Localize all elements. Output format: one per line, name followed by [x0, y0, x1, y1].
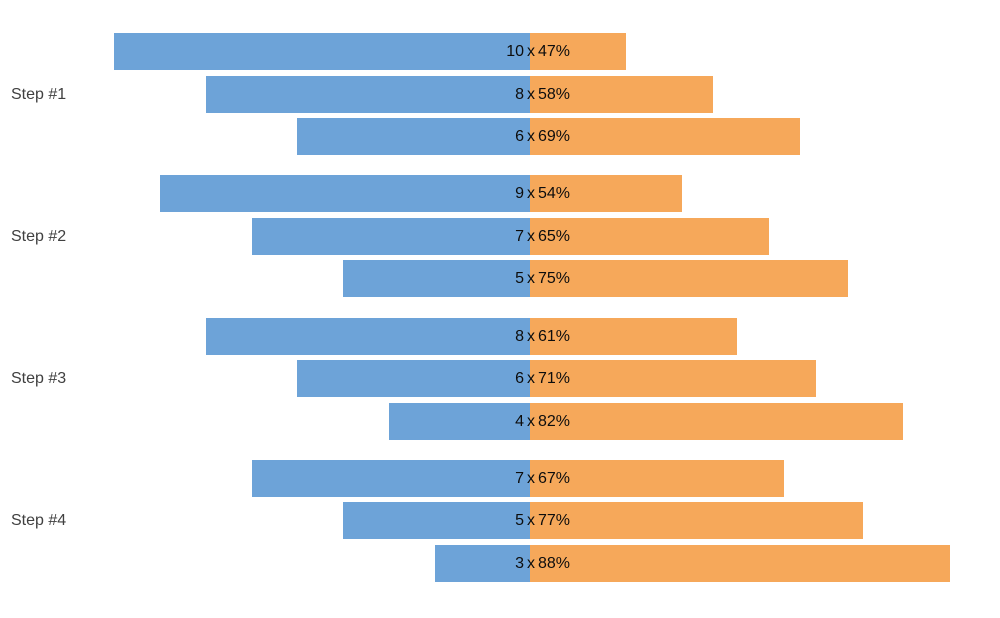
- bar-label-percent: 77%: [538, 512, 571, 529]
- count-bar-segment: [435, 545, 530, 582]
- bar-label-count: 6: [515, 370, 524, 387]
- bar-label-separator: x: [527, 413, 535, 430]
- bar-label-count: 8: [515, 328, 524, 345]
- bar-label-percent: 54%: [538, 185, 571, 202]
- bar-label-count: 6: [515, 128, 524, 145]
- percent-bar-segment: [530, 260, 848, 297]
- bar-label-separator: x: [527, 86, 535, 103]
- bar-label-separator: x: [527, 128, 535, 145]
- bar-label-percent: 65%: [538, 228, 571, 245]
- bar-label-percent: 75%: [538, 270, 571, 287]
- percent-bar-segment: [530, 318, 737, 355]
- bar-label-percent: 69%: [538, 128, 571, 145]
- bar-label-count: 5: [515, 270, 524, 287]
- percent-bar-segment: [530, 118, 800, 155]
- group-label: Step #3: [11, 370, 67, 387]
- bar-label-separator: x: [527, 185, 535, 202]
- bar-label-count: 4: [515, 413, 524, 430]
- count-bar-segment: [297, 118, 530, 155]
- count-bar-segment: [160, 175, 530, 212]
- bar-label-count: 3: [515, 555, 524, 572]
- bar-label-count: 7: [515, 228, 524, 245]
- count-bar-segment: [389, 403, 530, 440]
- percent-bar-segment: [530, 403, 903, 440]
- percent-bar-segment: [530, 175, 682, 212]
- bar-label-percent: 61%: [538, 328, 571, 345]
- bar-label-separator: x: [527, 470, 535, 487]
- bar-label-count: 5: [515, 512, 524, 529]
- count-bar-segment: [252, 460, 530, 497]
- percent-bar-segment: [530, 545, 950, 582]
- bar-label-separator: x: [527, 228, 535, 245]
- count-bar-segment: [252, 218, 530, 255]
- bar-label-count: 9: [515, 185, 524, 202]
- bar-label-separator: x: [527, 270, 535, 287]
- percent-bar-segment: [530, 502, 863, 539]
- percent-bar-segment: [530, 460, 784, 497]
- count-bar-segment: [206, 318, 530, 355]
- group-label: Step #4: [11, 512, 67, 529]
- bar-label-percent: 58%: [538, 86, 571, 103]
- bar-label-percent: 71%: [538, 370, 571, 387]
- bar-label-separator: x: [527, 555, 535, 572]
- count-bar-segment: [343, 502, 530, 539]
- group-label: Step #2: [11, 228, 67, 245]
- bar-label-percent: 82%: [538, 413, 571, 430]
- bar-label-separator: x: [527, 328, 535, 345]
- count-bar-segment: [206, 76, 530, 113]
- bar-label-percent: 47%: [538, 43, 571, 60]
- percent-bar-segment: [530, 76, 713, 113]
- percent-bar-segment: [530, 218, 769, 255]
- bar-label-separator: x: [527, 43, 535, 60]
- bar-label-count: 7: [515, 470, 524, 487]
- count-bar-segment: [297, 360, 530, 397]
- percent-bar-segment: [530, 33, 626, 70]
- bar-label-percent: 67%: [538, 470, 571, 487]
- bar-label-percent: 88%: [538, 555, 571, 572]
- bar-label-separator: x: [527, 370, 535, 387]
- count-bar-segment: [343, 260, 530, 297]
- bar-label-count: 10: [506, 43, 524, 60]
- percent-bar-segment: [530, 360, 816, 397]
- group-label: Step #1: [11, 86, 67, 103]
- bar-label-separator: x: [527, 512, 535, 529]
- bar-label-count: 8: [515, 86, 524, 103]
- count-bar-segment: [114, 33, 530, 70]
